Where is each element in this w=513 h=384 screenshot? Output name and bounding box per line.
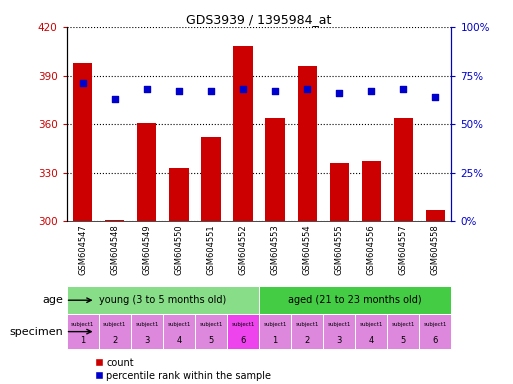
Text: GSM604554: GSM604554: [303, 225, 312, 275]
Text: age: age: [42, 295, 91, 305]
Text: subject1: subject1: [135, 322, 159, 327]
Text: subject1: subject1: [103, 322, 127, 327]
Text: subject1: subject1: [327, 322, 351, 327]
Bar: [67, 286, 259, 314]
Bar: [362, 161, 381, 222]
Point: [303, 86, 311, 92]
Text: 3: 3: [337, 336, 342, 345]
Text: 4: 4: [176, 336, 182, 345]
Bar: [420, 314, 451, 349]
Text: subject1: subject1: [424, 322, 447, 327]
Text: subject1: subject1: [71, 322, 94, 327]
Bar: [105, 220, 124, 222]
Bar: [195, 314, 227, 349]
Text: young (3 to 5 months old): young (3 to 5 months old): [99, 295, 227, 305]
Text: subject1: subject1: [360, 322, 383, 327]
Legend: count, percentile rank within the sample: count, percentile rank within the sample: [91, 354, 275, 384]
Point: [78, 80, 87, 86]
Text: GSM604558: GSM604558: [431, 225, 440, 275]
Text: 1: 1: [272, 336, 278, 345]
Text: GSM604549: GSM604549: [142, 225, 151, 275]
Point: [271, 88, 279, 94]
Point: [367, 88, 376, 94]
Text: specimen: specimen: [9, 327, 91, 337]
Bar: [131, 314, 163, 349]
Text: 1: 1: [80, 336, 85, 345]
Text: 2: 2: [112, 336, 117, 345]
Point: [207, 88, 215, 94]
Text: GSM604550: GSM604550: [174, 225, 184, 275]
Text: 6: 6: [433, 336, 438, 345]
Point: [111, 96, 119, 102]
Text: GSM604552: GSM604552: [239, 225, 248, 275]
Bar: [259, 314, 291, 349]
Point: [239, 86, 247, 92]
Bar: [227, 314, 259, 349]
Bar: [329, 163, 349, 222]
Text: GSM604553: GSM604553: [270, 225, 280, 275]
Bar: [233, 46, 252, 222]
Text: 5: 5: [208, 336, 213, 345]
Bar: [393, 118, 413, 222]
Text: GSM604556: GSM604556: [367, 225, 376, 275]
Bar: [163, 314, 195, 349]
Text: subject1: subject1: [199, 322, 223, 327]
Bar: [355, 314, 387, 349]
Bar: [291, 314, 323, 349]
Bar: [98, 314, 131, 349]
Bar: [265, 118, 285, 222]
Text: subject1: subject1: [391, 322, 415, 327]
Bar: [137, 122, 156, 222]
Bar: [323, 314, 355, 349]
Text: 2: 2: [305, 336, 310, 345]
Bar: [426, 210, 445, 222]
Text: GSM604547: GSM604547: [78, 225, 87, 275]
Bar: [169, 168, 189, 222]
Bar: [201, 137, 221, 222]
Point: [175, 88, 183, 94]
Text: 4: 4: [369, 336, 374, 345]
Bar: [298, 66, 317, 222]
Text: GSM604548: GSM604548: [110, 225, 120, 275]
Title: GDS3939 / 1395984_at: GDS3939 / 1395984_at: [186, 13, 332, 26]
Point: [143, 86, 151, 92]
Point: [399, 86, 407, 92]
Bar: [259, 286, 451, 314]
Text: 3: 3: [144, 336, 149, 345]
Text: aged (21 to 23 months old): aged (21 to 23 months old): [288, 295, 422, 305]
Text: subject1: subject1: [167, 322, 191, 327]
Text: subject1: subject1: [263, 322, 287, 327]
Text: GSM604557: GSM604557: [399, 225, 408, 275]
Bar: [387, 314, 420, 349]
Point: [431, 94, 440, 100]
Text: subject1: subject1: [295, 322, 319, 327]
Text: 5: 5: [401, 336, 406, 345]
Point: [335, 90, 343, 96]
Text: 6: 6: [241, 336, 246, 345]
Bar: [73, 63, 92, 222]
Text: GSM604555: GSM604555: [334, 225, 344, 275]
Text: subject1: subject1: [231, 322, 255, 327]
Bar: [67, 314, 98, 349]
Text: GSM604551: GSM604551: [206, 225, 215, 275]
